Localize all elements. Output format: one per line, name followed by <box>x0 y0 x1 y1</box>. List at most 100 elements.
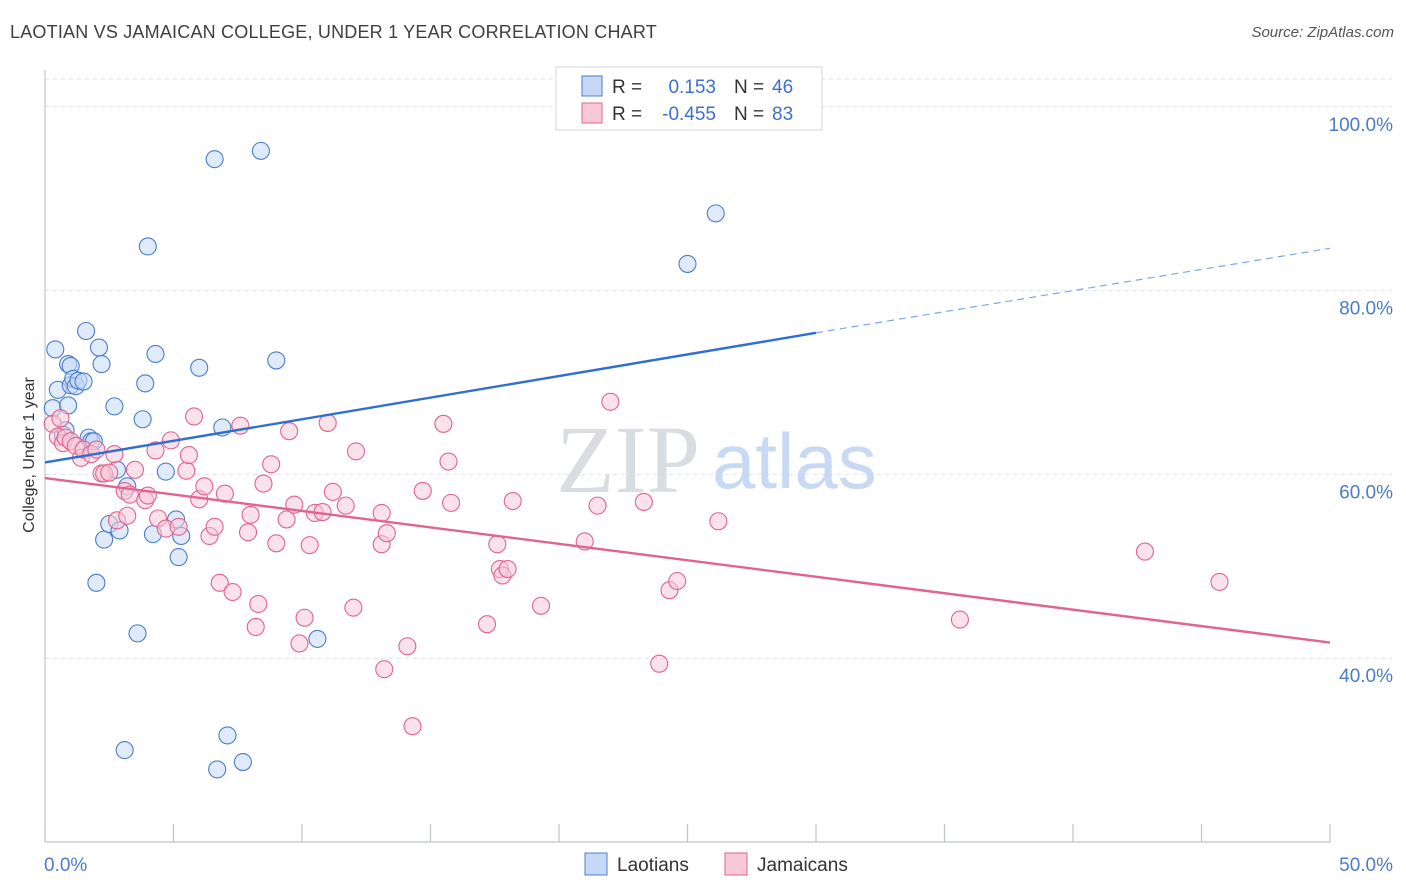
jamaicans-r-value: -0.455 <box>662 104 716 125</box>
legend-jamaicans-swatch <box>724 852 748 876</box>
jamaicans-point <box>118 506 137 525</box>
jamaicans-point <box>223 582 242 602</box>
jamaicans-point <box>498 559 517 579</box>
laotians-point <box>105 397 124 416</box>
jamaicans-point <box>403 717 422 736</box>
jamaicans-point <box>267 534 286 553</box>
legend-laotians-label: Laotians <box>617 855 689 876</box>
jamaicans-point <box>262 455 281 474</box>
jamaicans-point <box>205 517 224 536</box>
laotians-point <box>190 358 209 377</box>
jamaicans-point <box>336 496 355 515</box>
laotians-point <box>115 741 134 760</box>
jamaicans-point <box>238 523 258 542</box>
jamaicans-point <box>210 573 229 592</box>
laotians-point <box>87 573 106 592</box>
jamaicans-point <box>1210 572 1229 591</box>
jamaicans-point <box>375 660 394 679</box>
laotians-point <box>89 338 109 357</box>
jamaicans-point <box>246 617 265 636</box>
x-tick-label: 0.0% <box>44 855 87 876</box>
laotians-point <box>146 344 165 364</box>
jamaicans-point <box>601 392 620 411</box>
jamaicans-point <box>503 491 522 511</box>
jamaicans-n-label: N = <box>734 104 764 125</box>
laotians-point <box>706 204 725 223</box>
jamaicans-point <box>179 446 198 465</box>
jamaicans-point <box>241 505 260 524</box>
laotians-point <box>92 355 111 374</box>
jamaicans-point <box>531 596 551 615</box>
laotians-point <box>218 726 237 745</box>
watermark-atlas: atlas <box>712 417 877 505</box>
laotians-n-value: 46 <box>772 77 793 98</box>
y-tick-label: 40.0% <box>1339 666 1393 687</box>
jamaicans-trend-line <box>44 476 1331 644</box>
laotians-point <box>169 548 188 567</box>
laotians-n-label: N = <box>734 77 764 98</box>
jamaicans-point <box>146 441 165 460</box>
source-label: Source: ZipAtlas.com <box>1251 24 1394 41</box>
laotians-r-label: R = <box>612 77 642 98</box>
jamaicans-point <box>668 571 687 591</box>
jamaicans-point <box>346 442 366 461</box>
jamaicans-point <box>377 524 396 543</box>
laotians-point <box>46 340 65 359</box>
jamaicans-point <box>650 654 669 673</box>
jamaicans-point <box>709 512 728 531</box>
legend-laotians-swatch <box>584 852 608 876</box>
y-tick-label: 100.0% <box>1329 115 1394 136</box>
jamaicans-r-label: R = <box>612 104 642 125</box>
y-axis-label: College, Under 1 year <box>21 377 38 533</box>
x-tick-label: 50.0% <box>1339 855 1393 876</box>
jamaicans-point <box>398 637 417 656</box>
laotians-point <box>136 374 155 393</box>
jamaicans-point <box>100 463 119 482</box>
jamaicans-point <box>254 474 273 493</box>
jamaicans-point <box>51 409 70 428</box>
jamaicans-point <box>295 608 314 627</box>
jamaicans-point <box>169 517 188 536</box>
jamaicans-point <box>249 594 268 614</box>
y-tick-label: 60.0% <box>1339 482 1393 503</box>
laotians-point <box>128 624 147 643</box>
jamaicans-point <box>125 460 144 479</box>
jamaicans-point <box>434 414 453 433</box>
jamaicans-swatch <box>581 102 603 124</box>
jamaicans-point <box>344 598 363 617</box>
jamaicans-point <box>372 503 391 523</box>
laotians-point <box>267 351 286 370</box>
jamaicans-point <box>185 407 204 426</box>
jamaicans-point <box>413 481 432 500</box>
jamaicans-point <box>280 422 299 441</box>
laotians-point <box>133 410 152 429</box>
laotians-r-value: 0.153 <box>668 77 716 98</box>
jamaicans-point <box>442 493 461 512</box>
stats-legend: R = 0.153 N = 46 R = -0.455 N = 83 <box>555 66 823 131</box>
jamaicans-point <box>323 482 342 501</box>
jamaicans-point <box>1135 542 1155 561</box>
tick-labels: 40.0% 60.0% 80.0% 100.0% 0.0% 50.0% <box>44 115 1393 876</box>
jamaicans-point <box>195 477 214 496</box>
laotians-point <box>156 462 175 481</box>
trend-lines <box>44 247 1331 644</box>
jamaicans-point <box>588 496 607 515</box>
watermark: ZIP atlas <box>556 406 877 513</box>
laotians-point <box>251 141 270 160</box>
legend-jamaicans-label: Jamaicans <box>757 855 848 876</box>
jamaicans-point <box>105 445 124 464</box>
laotians-trend-line <box>44 331 817 464</box>
series-legend: Laotians Jamaicans <box>584 852 848 876</box>
laotians-swatch <box>581 75 603 97</box>
jamaicans-point <box>439 452 458 471</box>
jamaicans-point <box>290 634 309 653</box>
laotians-point <box>308 629 327 648</box>
laotians-point <box>138 237 157 256</box>
watermark-zip: ZIP <box>556 406 700 513</box>
jamaicans-point <box>477 615 497 634</box>
jamaicans-point <box>950 610 969 629</box>
laotians-point <box>205 150 224 169</box>
chart-title: LAOTIAN VS JAMAICAN COLLEGE, UNDER 1 YEA… <box>10 22 657 42</box>
laotians-point <box>74 372 93 391</box>
